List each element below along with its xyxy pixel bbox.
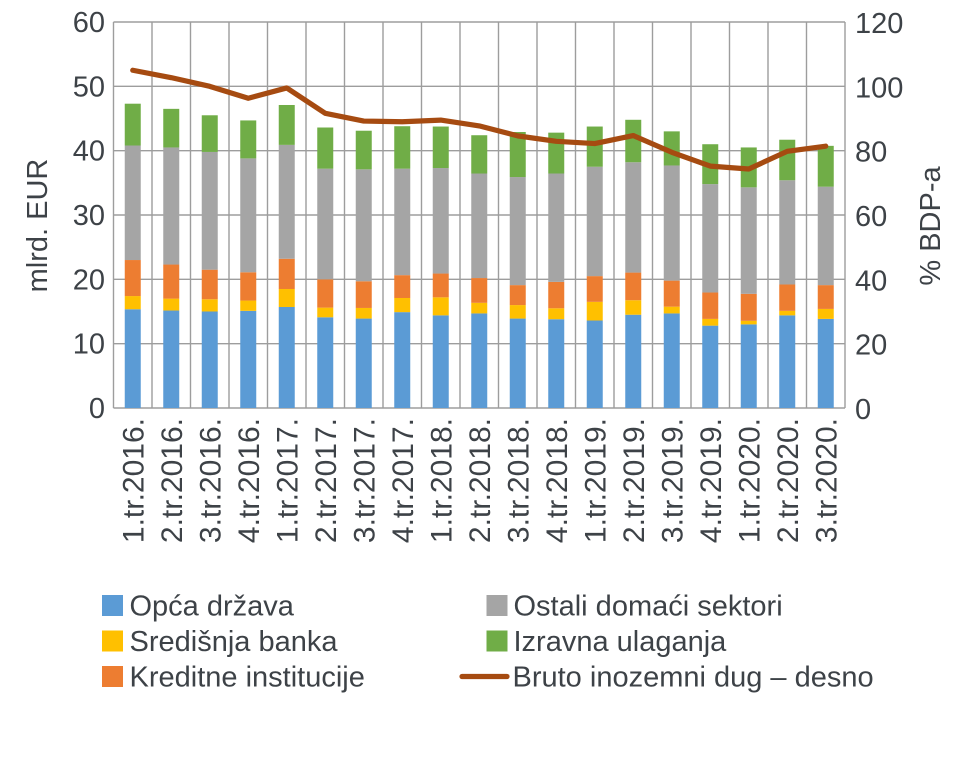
svg-text:4.tr.2016.: 4.tr.2016. [233, 418, 266, 543]
svg-text:2.tr.2016.: 2.tr.2016. [156, 418, 189, 543]
svg-text:3.tr.2017.: 3.tr.2017. [348, 418, 381, 543]
svg-text:1.tr.2017.: 1.tr.2017. [271, 418, 304, 543]
svg-text:1.tr.2019.: 1.tr.2019. [579, 418, 612, 543]
svg-text:1.tr.2020.: 1.tr.2020. [733, 418, 766, 543]
svg-text:Središnja banka: Središnja banka [130, 626, 339, 658]
svg-text:100: 100 [855, 72, 903, 104]
svg-text:Opća država: Opća država [130, 591, 295, 623]
svg-text:120: 120 [855, 8, 903, 40]
svg-text:4.tr.2018.: 4.tr.2018. [541, 418, 574, 543]
svg-text:4.tr.2017.: 4.tr.2017. [387, 418, 420, 543]
svg-text:1.tr.2016.: 1.tr.2016. [117, 418, 150, 543]
svg-text:Bruto inozemni dug – desno: Bruto inozemni dug – desno [513, 662, 874, 694]
svg-text:2.tr.2017.: 2.tr.2017. [310, 418, 343, 543]
svg-text:3.tr.2016.: 3.tr.2016. [194, 418, 227, 543]
svg-text:Kreditne institucije: Kreditne institucije [130, 662, 365, 694]
svg-text:50: 50 [73, 71, 105, 103]
svg-text:0: 0 [89, 393, 105, 425]
svg-text:3.tr.2019.: 3.tr.2019. [656, 418, 689, 543]
svg-text:10: 10 [73, 329, 105, 361]
svg-text:20: 20 [73, 264, 105, 296]
svg-text:Izravna ulaganja: Izravna ulaganja [514, 626, 728, 658]
svg-text:2.tr.2019.: 2.tr.2019. [618, 418, 651, 543]
svg-text:4.tr.2019.: 4.tr.2019. [695, 418, 728, 543]
svg-text:3.tr.2020.: 3.tr.2020. [810, 418, 843, 543]
svg-text:2.tr.2020.: 2.tr.2020. [772, 418, 805, 543]
svg-text:40: 40 [855, 265, 887, 297]
svg-text:60: 60 [855, 201, 887, 233]
svg-text:80: 80 [855, 137, 887, 169]
svg-text:0: 0 [855, 394, 871, 426]
svg-text:3.tr.2018.: 3.tr.2018. [502, 418, 535, 543]
svg-text:2.tr.2018.: 2.tr.2018. [464, 418, 497, 543]
svg-text:40: 40 [73, 136, 105, 168]
svg-text:mlrd. EUR: mlrd. EUR [22, 159, 54, 293]
svg-text:30: 30 [73, 200, 105, 232]
svg-text:Ostali domaći sektori: Ostali domaći sektori [514, 591, 783, 623]
svg-text:1.tr.2018.: 1.tr.2018. [425, 418, 458, 543]
svg-text:60: 60 [73, 7, 105, 39]
svg-text:% BDP-a: % BDP-a [915, 166, 947, 286]
svg-text:20: 20 [855, 330, 887, 362]
